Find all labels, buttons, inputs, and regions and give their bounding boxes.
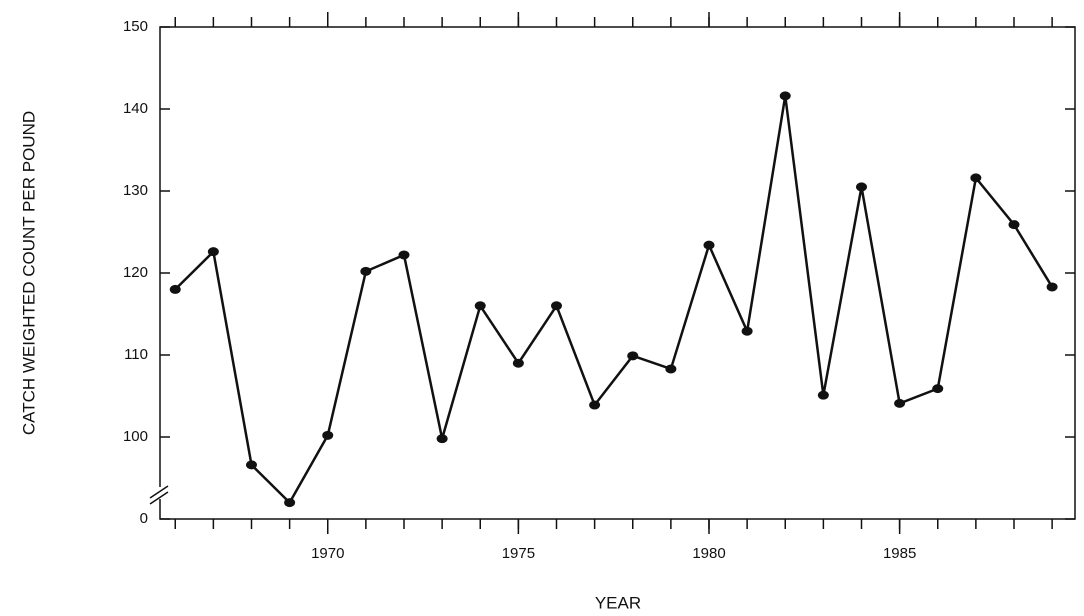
y-tick-label: 100 (123, 428, 148, 445)
y-tick-label: 150 (123, 18, 148, 35)
point (436, 434, 448, 444)
plot-frame (159, 26, 1076, 520)
axis-break (149, 485, 169, 505)
point (169, 284, 181, 294)
point (551, 301, 562, 311)
point (322, 430, 334, 440)
x-tick-label: 1975 (502, 545, 535, 562)
point (779, 91, 791, 101)
line (174, 95, 1054, 505)
y-tick-label: 120 (123, 264, 148, 281)
y-axis-title: CATCH WEIGHTED COUNT PER POUND (19, 111, 38, 435)
point (894, 398, 906, 408)
point (284, 498, 296, 508)
y-tick-label: 110 (124, 346, 148, 363)
point (246, 460, 257, 470)
y-tick-label: 140 (123, 100, 148, 117)
point (589, 400, 601, 410)
point (1008, 220, 1020, 230)
point (474, 301, 486, 311)
point (398, 250, 410, 260)
y-tick-label: 130 (123, 182, 148, 199)
y-tick-label: 0 (140, 510, 148, 527)
point (512, 358, 524, 368)
x-tick-label: 1970 (311, 545, 344, 562)
point (932, 384, 944, 394)
point (856, 182, 867, 192)
axis-break-gap (156, 487, 164, 499)
x-tick-label: 1985 (883, 545, 916, 562)
point (1046, 282, 1058, 292)
point (817, 390, 829, 400)
x-tick-label: 1980 (692, 545, 725, 562)
point (360, 266, 372, 276)
point (703, 240, 715, 250)
point (627, 351, 639, 361)
point (665, 364, 677, 374)
point (970, 173, 982, 183)
point (207, 247, 219, 257)
point (741, 326, 753, 336)
x-axis-title: YEAR (595, 593, 641, 612)
